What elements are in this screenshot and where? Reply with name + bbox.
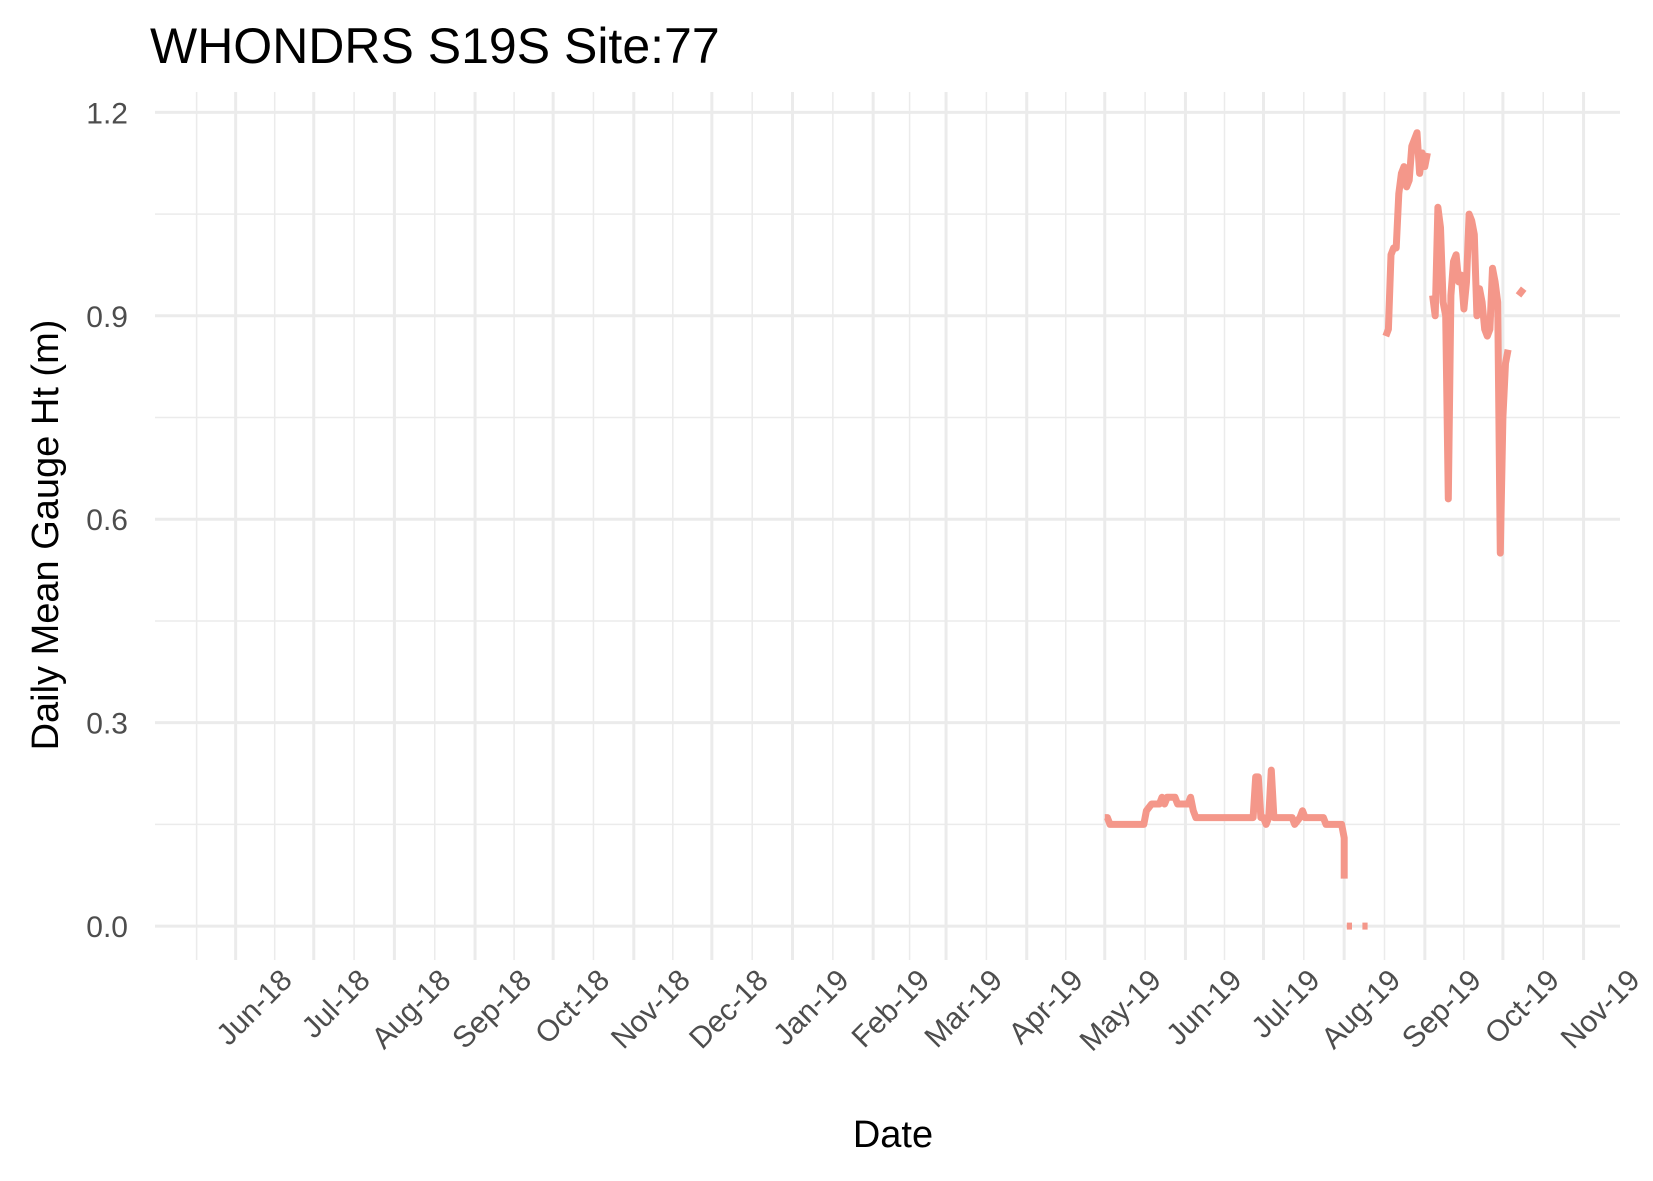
x-tick-label: Nov-19 [1555,964,1647,1056]
chart-title: WHONDRS S19S Site:77 [150,18,720,74]
x-tick-label: Sep-18 [446,964,538,1056]
x-tick-label: Sep-19 [1396,964,1488,1056]
x-tick-label: Aug-18 [366,964,458,1056]
x-tick-label: Mar-19 [918,964,1009,1055]
x-axis-ticks: Jun-18Jul-18Aug-18Sep-18Oct-18Nov-18Dec-… [210,964,1646,1058]
x-axis-title: Date [853,1114,933,1156]
x-tick-label: Aug-19 [1315,964,1407,1056]
series-gauge-height [1103,129,1527,930]
x-tick-label: Jul-18 [296,964,377,1045]
x-tick-label: May-19 [1074,964,1168,1058]
x-tick-label: Oct-18 [529,964,616,1051]
y-tick-label: 1.2 [86,97,128,130]
x-tick-label: Jun-18 [210,964,298,1052]
x-tick-label: Oct-19 [1479,964,1566,1051]
y-tick-label: 0.0 [86,911,128,944]
series-line-segment [1429,203,1512,557]
x-tick-label: Dec-18 [683,964,775,1056]
series-line-segment [1103,766,1348,879]
series-line-segment [1382,129,1431,338]
y-tick-label: 0.6 [86,504,128,537]
grid [155,92,1620,960]
y-axis-ticks: 0.0 0.3 0.6 0.9 1.2 [86,97,128,944]
series-line-segment [1515,286,1527,298]
x-tick-label: Jan-19 [767,964,855,1052]
x-tick-label: Nov-18 [605,964,697,1056]
x-tick-label: Jun-19 [1160,964,1248,1052]
y-tick-label: 0.3 [86,708,128,741]
y-tick-label: 0.9 [86,301,128,334]
y-axis-title: Daily Mean Gauge Ht (m) [25,320,67,751]
x-tick-label: Feb-19 [846,964,937,1055]
x-tick-label: Jul-19 [1245,964,1326,1045]
